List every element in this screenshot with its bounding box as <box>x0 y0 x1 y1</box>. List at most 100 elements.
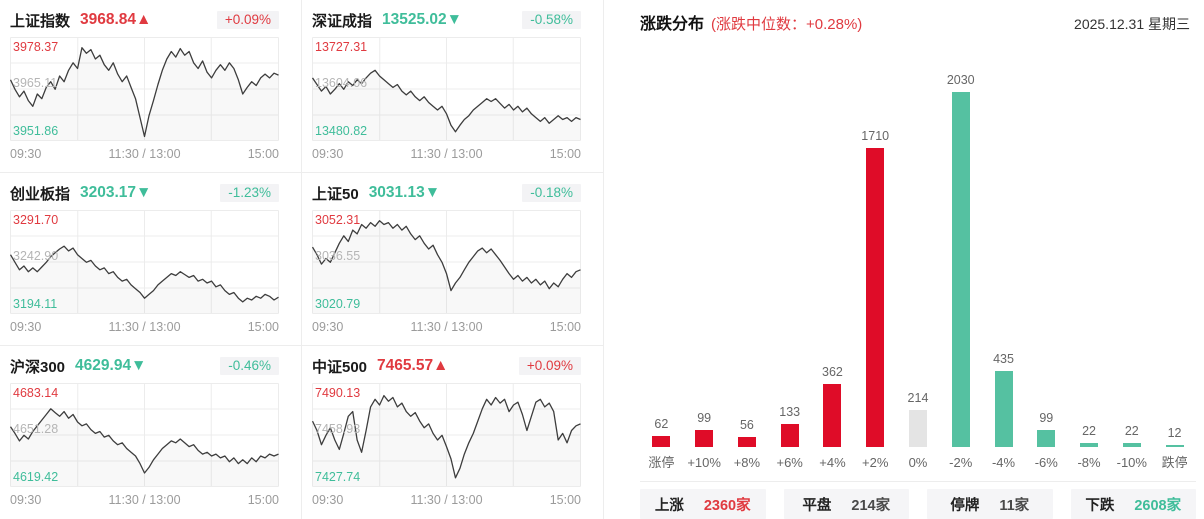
time-axis-label: 15:00 <box>247 493 279 507</box>
bar-category-label: 涨停 <box>648 455 675 470</box>
bar <box>695 429 714 447</box>
bar <box>866 147 885 447</box>
summary-chip-停牌: 停牌 11家 <box>927 489 1053 519</box>
index-change-badge: -1.23% <box>220 184 279 202</box>
day-high-label: 3052.31 <box>315 213 361 227</box>
index-sparkline: 3052.31 3036.55 3020.79 <box>312 210 581 314</box>
bar-count-label: 362 <box>822 364 843 379</box>
index-change-badge: -0.58% <box>522 11 581 29</box>
bar <box>780 423 799 447</box>
distribution-bar--10%: 22 -10% <box>1110 54 1153 473</box>
time-axis-label: 09:30 <box>312 493 344 507</box>
summary-label: 平盘 <box>802 497 832 514</box>
summary-count: 11家 <box>999 497 1030 514</box>
bar <box>652 436 671 447</box>
bar-category-label: +4% <box>819 455 846 470</box>
time-axis-label: 11:30 / 13:00 <box>108 320 181 334</box>
index-card-沪深300[interactable]: 沪深300 4629.94▼ -0.46% 4683.14 4651.28 4619.42… <box>0 346 302 519</box>
day-high-label: 3291.70 <box>13 213 59 227</box>
time-axis-label: 11:30 / 13:00 <box>108 493 181 507</box>
bar-category-label: -4% <box>991 455 1016 470</box>
bar-category-label: +8% <box>733 455 761 470</box>
summary-count: 214家 <box>851 497 891 514</box>
index-card-深证成指[interactable]: 深证成指 13525.02▼ -0.58% 13727.31 13604.06 13480… <box>302 0 604 173</box>
index-change-badge: +0.09% <box>518 357 581 375</box>
mid-price-label: 3242.90 <box>13 249 59 263</box>
bar <box>1165 444 1184 447</box>
bar <box>1037 429 1056 447</box>
summary-count: 2360家 <box>703 497 751 514</box>
bar-count-label: 22 <box>1082 424 1096 439</box>
index-change-badge: +0.09% <box>216 11 279 29</box>
time-axis-label: 11:30 / 13:00 <box>410 493 483 507</box>
summary-chip-上涨: 上涨 2360家 <box>640 489 766 519</box>
market-summary-row: 上涨 2360家 平盘 214家 停牌 11家 下跌 2608家 <box>640 481 1196 519</box>
distribution-bar-+2%: 1710 +2% <box>854 54 897 473</box>
index-value: 4629.94▼ <box>75 357 147 374</box>
bar-count-label: 1710 <box>861 128 890 143</box>
time-axis: 09:30 11:30 / 13:00 15:00 <box>312 493 581 507</box>
index-name: 深证成指 <box>312 12 373 30</box>
time-axis-label: 11:30 / 13:00 <box>108 147 181 161</box>
index-card-上证50[interactable]: 上证50 3031.13▼ -0.18% 3052.31 3036.55 3020.79 0… <box>302 173 604 346</box>
time-axis-label: 09:30 <box>10 320 42 334</box>
time-axis-label: 15:00 <box>549 493 581 507</box>
mid-price-label: 4651.28 <box>13 422 59 436</box>
bar-category-label: 跌停 <box>1161 455 1188 470</box>
bar <box>951 92 970 447</box>
mid-price-label: 13604.06 <box>315 76 368 90</box>
distribution-bar-0%: 214 0% <box>897 54 940 473</box>
mid-price-label: 7458.93 <box>315 422 361 436</box>
index-card-中证500[interactable]: 中证500 7465.57▲ +0.09% 7490.13 7458.93 7427.74… <box>302 346 604 519</box>
distribution-bar-+6%: 133 +6% <box>768 54 811 473</box>
day-low-label: 13480.82 <box>315 124 368 138</box>
summary-count: 2608家 <box>1134 497 1182 514</box>
distribution-bar--6%: 99 -6% <box>1025 54 1068 473</box>
distribution-bar--4%: 435 -4% <box>982 54 1025 473</box>
bar <box>1122 443 1141 447</box>
distribution-median: (涨跌中位数：+0.28%) <box>711 16 863 33</box>
index-name: 上证50 <box>312 185 359 203</box>
bar-count-label: 435 <box>993 351 1014 366</box>
bar-count-label: 133 <box>779 404 801 419</box>
index-sparkline: 13727.31 13604.06 13480.82 <box>312 37 581 141</box>
mid-price-label: 3965.11 <box>13 76 58 90</box>
index-sparkline: 7490.13 7458.93 7427.74 <box>312 383 581 487</box>
mid-price-label: 3036.55 <box>315 249 361 263</box>
bar-count-label: 214 <box>907 390 929 405</box>
distribution-bar-+8%: 56 +8% <box>726 54 769 473</box>
index-minichart-grid: 上证指数 3968.84▲ +0.09% 3978.37 3965.11 3951.86 0… <box>0 0 604 519</box>
index-value: 3968.84▲ <box>80 11 152 28</box>
summary-label: 停牌 <box>950 497 980 514</box>
time-axis-label: 09:30 <box>312 147 344 161</box>
day-low-label: 3194.11 <box>13 297 58 311</box>
index-card-header: 沪深300 4629.94▼ -0.46% <box>10 353 279 379</box>
summary-label: 下跌 <box>1085 497 1115 514</box>
bar-category-label: -6% <box>1034 455 1058 470</box>
time-axis-label: 15:00 <box>247 320 279 334</box>
index-change-badge: -0.18% <box>522 184 581 202</box>
bar-category-label: -2% <box>949 455 973 470</box>
time-axis: 09:30 11:30 / 13:00 15:00 <box>10 147 279 161</box>
day-low-label: 3020.79 <box>315 297 361 311</box>
summary-chip-平盘: 平盘 214家 <box>783 489 909 519</box>
distribution-header: 涨跌分布 (涨跌中位数：+0.28%) 2025.12.31 星期三 <box>640 10 1196 34</box>
time-axis: 09:30 11:30 / 13:00 15:00 <box>10 320 279 334</box>
summary-label: 上涨 <box>654 497 684 514</box>
index-card-header: 创业板指 3203.17▼ -1.23% <box>10 180 279 206</box>
bar-category-label: -10% <box>1116 455 1147 470</box>
bar-category-label: +10% <box>687 455 721 470</box>
bar-count-label: 2030 <box>946 73 975 87</box>
distribution-bar-+4%: 362 +4% <box>811 54 854 473</box>
bar-count-label: 56 <box>739 418 754 433</box>
bar-count-label: 22 <box>1124 424 1139 439</box>
index-card-创业板指[interactable]: 创业板指 3203.17▼ -1.23% 3291.70 3242.90 3194.11 0… <box>0 173 302 346</box>
time-axis-label: 11:30 / 13:00 <box>410 320 483 334</box>
index-sparkline: 3291.70 3242.90 3194.11 <box>10 210 279 314</box>
time-axis-label: 15:00 <box>549 147 581 161</box>
index-card-上证指数[interactable]: 上证指数 3968.84▲ +0.09% 3978.37 3965.11 3951.86 0… <box>0 0 302 173</box>
distribution-bar-+10%: 99 +10% <box>683 54 726 473</box>
bar <box>737 437 756 447</box>
summary-chip-下跌: 下跌 2608家 <box>1070 489 1196 519</box>
